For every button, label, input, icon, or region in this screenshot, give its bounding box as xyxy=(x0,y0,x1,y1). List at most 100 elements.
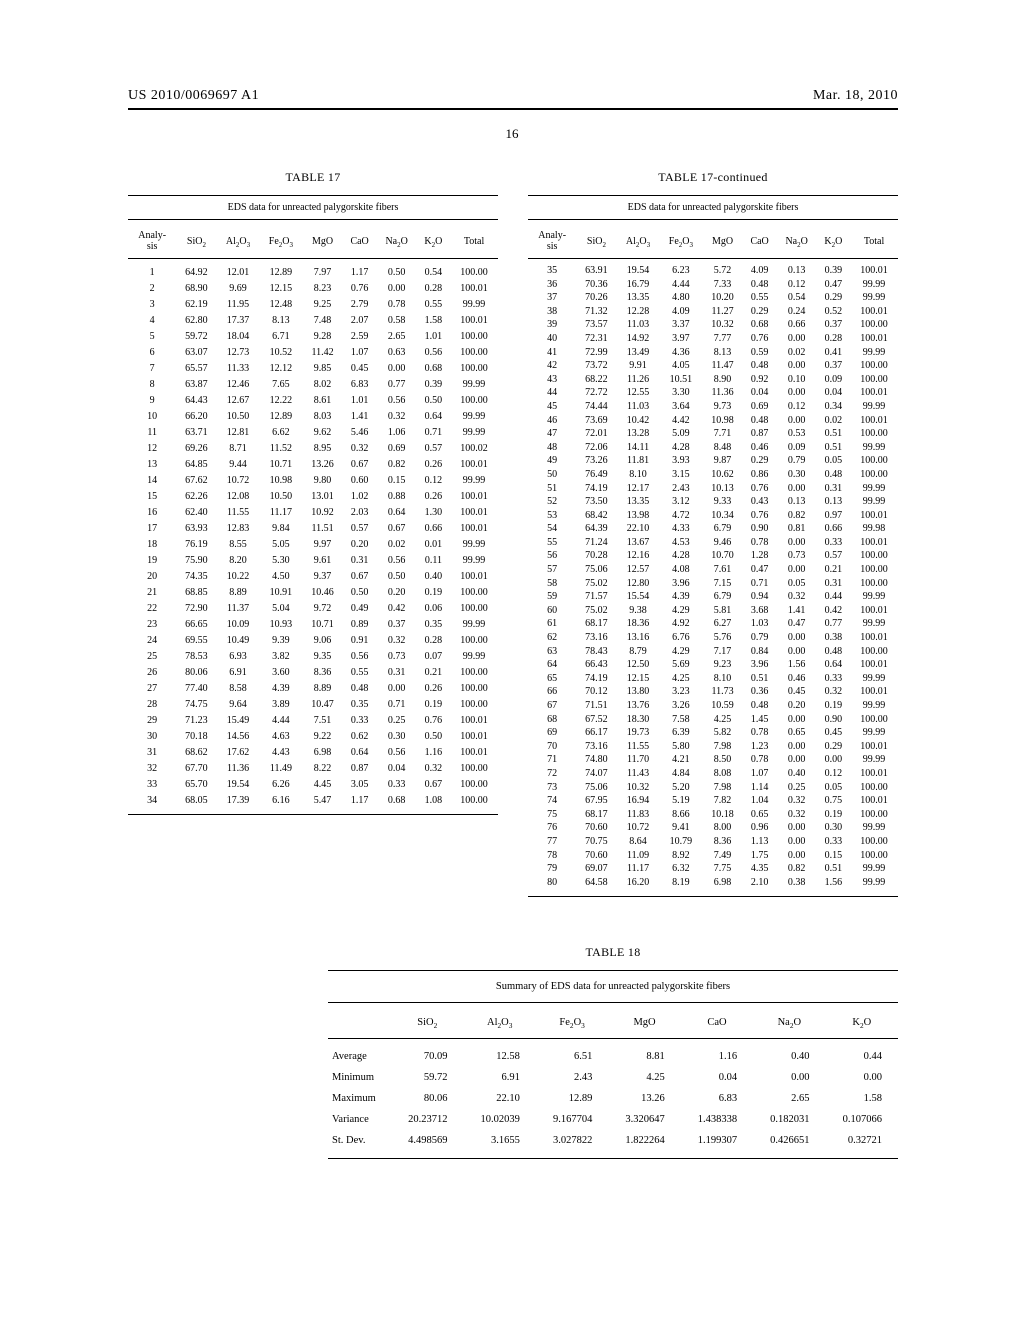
cell: 8.10 xyxy=(617,468,660,482)
col-header: CaO xyxy=(743,220,777,259)
cell: 12.89 xyxy=(536,1088,608,1109)
cell: 10.98 xyxy=(702,413,742,427)
cell: 0.06 xyxy=(417,601,450,617)
cell: 4.33 xyxy=(659,522,702,536)
cell: 99.99 xyxy=(450,425,498,441)
row-label: Variance xyxy=(328,1109,391,1130)
cell: 0.55 xyxy=(417,297,450,313)
cell: 1.04 xyxy=(743,794,777,808)
cell: 8.23 xyxy=(302,281,342,297)
cell: 4.72 xyxy=(659,508,702,522)
cell: 0.13 xyxy=(817,495,850,509)
cell: 99.98 xyxy=(850,522,898,536)
table-row: 6273.1613.166.765.760.790.000.38100.01 xyxy=(528,631,898,645)
cell: 100.01 xyxy=(450,457,498,473)
table-row: 6075.029.384.295.813.681.410.42100.01 xyxy=(528,604,898,618)
cell: 0.09 xyxy=(817,372,850,386)
cell: 64.92 xyxy=(176,259,216,281)
cell: 0.49 xyxy=(343,601,377,617)
cell: 99.99 xyxy=(850,672,898,686)
cell: 0.66 xyxy=(417,521,450,537)
cell: 35 xyxy=(528,259,576,278)
cell: 8.19 xyxy=(659,875,702,896)
cell: 70.26 xyxy=(576,291,616,305)
cell: 10.70 xyxy=(702,549,742,563)
cell: 0.33 xyxy=(343,713,377,729)
cell: 0.24 xyxy=(777,304,817,318)
cell: 10.20 xyxy=(702,291,742,305)
cell: 6.83 xyxy=(681,1088,753,1109)
cell: 99.99 xyxy=(450,473,498,489)
cell: 73.16 xyxy=(576,739,616,753)
table-row: 268.909.6912.158.230.760.000.28100.01 xyxy=(128,281,498,297)
cell: 100.00 xyxy=(850,427,898,441)
cell: 0.73 xyxy=(377,649,417,665)
cell: 100.00 xyxy=(450,793,498,815)
cell: 0.46 xyxy=(743,440,777,454)
table-row: Variance20.2371210.020399.1677043.320647… xyxy=(328,1109,898,1130)
cell: 100.01 xyxy=(850,508,898,522)
cell: 17 xyxy=(128,521,176,537)
cell: 3.30 xyxy=(659,386,702,400)
cell: 64.58 xyxy=(576,875,616,896)
cell: 0.84 xyxy=(743,644,777,658)
cell: 73.57 xyxy=(576,318,616,332)
cell: 0.46 xyxy=(777,672,817,686)
cell: 0.56 xyxy=(377,553,417,569)
table-row: 5076.498.103.1510.620.860.300.48100.00 xyxy=(528,468,898,482)
cell: 74.19 xyxy=(576,481,616,495)
cell: 0.67 xyxy=(417,777,450,793)
cell: 8.79 xyxy=(617,644,660,658)
cell: 0.19 xyxy=(417,697,450,713)
cell: 18.04 xyxy=(217,329,260,345)
table-row: 6670.1213.803.2311.730.360.450.32100.01 xyxy=(528,685,898,699)
cell: 78.43 xyxy=(576,644,616,658)
cell: 0.41 xyxy=(817,345,850,359)
cell: 5.47 xyxy=(302,793,342,815)
cell: 78.53 xyxy=(176,649,216,665)
cell: 6.27 xyxy=(702,617,742,631)
cell: 8.71 xyxy=(217,441,260,457)
cell: 0.94 xyxy=(743,590,777,604)
cell: 2.79 xyxy=(343,297,377,313)
cell: 0.00 xyxy=(777,848,817,862)
cell: 0.58 xyxy=(377,313,417,329)
cell: 71.51 xyxy=(576,699,616,713)
cell: 19.73 xyxy=(617,726,660,740)
cell: 1.30 xyxy=(417,505,450,521)
cell: 0.57 xyxy=(343,521,377,537)
cell: 11.43 xyxy=(617,767,660,781)
cell: 49 xyxy=(528,454,576,468)
cell: 62.26 xyxy=(176,489,216,505)
cell: 29 xyxy=(128,713,176,729)
cell: 51 xyxy=(528,481,576,495)
cell: 2.65 xyxy=(753,1088,825,1109)
cell: 0.33 xyxy=(817,835,850,849)
cell: 0.39 xyxy=(417,377,450,393)
cell: 9.23 xyxy=(702,658,742,672)
cell: 0.36 xyxy=(743,685,777,699)
cell: 10.50 xyxy=(259,489,302,505)
cell: 74.07 xyxy=(576,767,616,781)
cell: 22.10 xyxy=(464,1088,536,1109)
cell: 0.64 xyxy=(817,658,850,672)
table-row: 1763.9312.839.8411.510.570.670.66100.01 xyxy=(128,521,498,537)
page-number: 16 xyxy=(0,126,1024,142)
cell: 11.55 xyxy=(617,739,660,753)
cell: 100.01 xyxy=(850,604,898,618)
cell: 1.199307 xyxy=(681,1130,753,1159)
table-row: 7670.6010.729.418.000.960.000.3099.99 xyxy=(528,821,898,835)
cell: 26 xyxy=(128,665,176,681)
cell: 6 xyxy=(128,345,176,361)
cell: 0.20 xyxy=(343,537,377,553)
col-header: Al2O3 xyxy=(217,220,260,259)
cell: 0.15 xyxy=(817,848,850,862)
table-row: 4772.0113.285.097.710.870.530.51100.00 xyxy=(528,427,898,441)
cell: 11.36 xyxy=(702,386,742,400)
table-row: 7770.758.6410.798.361.130.000.33100.00 xyxy=(528,835,898,849)
cell: 73.72 xyxy=(576,359,616,373)
cell: 0.05 xyxy=(817,454,850,468)
cell: 0.69 xyxy=(377,441,417,457)
cell: 0.90 xyxy=(817,712,850,726)
col-header: Al2O3 xyxy=(617,220,660,259)
